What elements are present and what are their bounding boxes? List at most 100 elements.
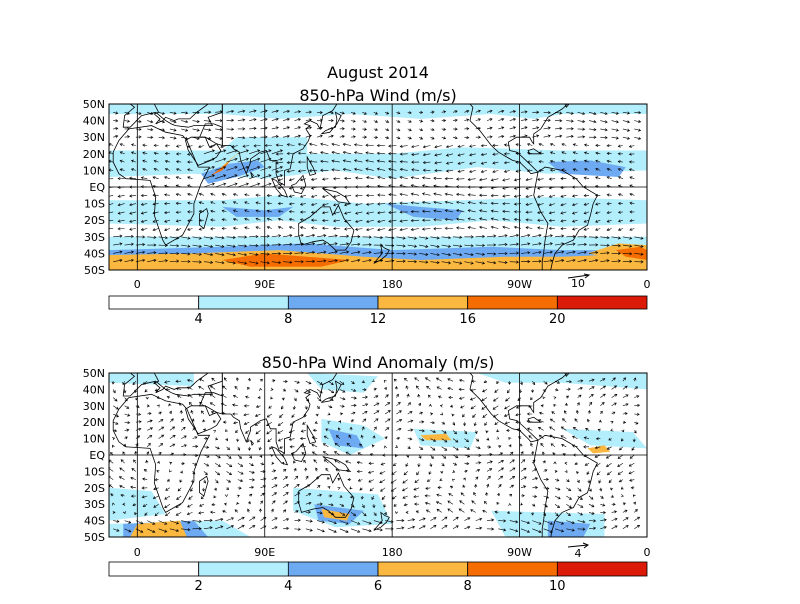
wind-arrow <box>571 227 578 231</box>
wind-arrow <box>294 492 301 497</box>
wind-arrow <box>373 235 384 240</box>
wind-arrow <box>594 446 601 450</box>
wind-arrow <box>564 469 568 473</box>
wind-arrow <box>537 203 544 207</box>
wind-arrow <box>433 176 442 180</box>
wind-arrow <box>152 219 159 223</box>
wind-arrow <box>373 251 384 255</box>
wind-arrow <box>566 242 576 246</box>
wind-arrow <box>117 176 125 181</box>
wind-arrow <box>158 259 168 263</box>
wind-arrow <box>575 409 579 415</box>
wind-arrow <box>479 193 488 197</box>
wind-arrow <box>554 250 565 254</box>
wind-arrow <box>419 260 429 264</box>
wind-arrow <box>576 479 580 484</box>
wind-arrow <box>362 395 368 399</box>
wind-arrow <box>606 228 612 231</box>
wind-arrow <box>595 219 601 223</box>
wind-arrow <box>144 512 148 516</box>
wind-arrow <box>634 395 640 399</box>
wind-arrow <box>112 389 116 394</box>
wind-arrow <box>271 260 282 265</box>
wind-arrow <box>191 479 195 484</box>
wind-arrow <box>244 201 250 205</box>
wind-arrow <box>198 218 204 222</box>
wind-arrow <box>215 454 221 459</box>
wind-arrow <box>267 438 272 443</box>
wind-arrow <box>373 426 377 431</box>
wind-arrow <box>452 422 455 426</box>
wind-arrow <box>394 386 398 390</box>
wind-arrow <box>277 438 284 442</box>
wind-arrow <box>362 250 372 255</box>
wind-arrow <box>532 485 539 490</box>
wind-arrow <box>124 127 131 131</box>
wind-arrow <box>288 226 295 230</box>
wind-arrow <box>213 487 217 492</box>
wind-arrow <box>187 201 193 205</box>
wind-arrow <box>249 235 259 239</box>
wind-arrow <box>362 528 372 533</box>
lon-tick-labels: 0 90E 180 90W 0 <box>134 278 651 291</box>
wind-arrow <box>271 135 279 139</box>
wind-arrow <box>628 168 635 172</box>
wind-arrow <box>379 479 386 483</box>
wind-arrow <box>628 462 635 467</box>
wind-arrow <box>270 387 274 391</box>
wind-arrow <box>226 166 238 171</box>
wind-arrow <box>169 259 180 263</box>
wind-arrow <box>158 434 165 439</box>
wind-arrow <box>234 385 239 390</box>
wind-arrow <box>146 451 150 456</box>
wind-arrow <box>498 467 504 472</box>
wind-arrow <box>305 510 311 514</box>
wind-arrow <box>328 503 334 507</box>
wind-arrow <box>444 209 454 213</box>
wind-arrow <box>112 502 116 506</box>
wind-arrow <box>286 143 295 147</box>
wind-arrow <box>328 119 334 123</box>
wind-arrow <box>611 517 618 521</box>
wind-arrow <box>588 394 594 398</box>
wind-arrow <box>135 111 142 115</box>
wind-arrow <box>181 252 191 256</box>
wind-arrow <box>249 166 261 171</box>
wind-arrow <box>169 469 173 473</box>
wind-arrow <box>509 484 514 489</box>
wind-arrow <box>164 219 170 223</box>
wind-arrow <box>538 427 544 431</box>
wind-arrow <box>166 395 171 399</box>
wind-arrow <box>577 495 583 500</box>
wind-arrow <box>279 413 284 418</box>
shaded-region <box>222 206 294 217</box>
wind-arrow <box>418 136 424 140</box>
wind-arrow <box>255 217 261 221</box>
wind-arrow <box>365 167 374 171</box>
wind-arrow <box>293 467 297 472</box>
wind-arrow <box>630 486 635 490</box>
wind-arrow <box>376 144 386 148</box>
wind-arrow <box>532 528 542 533</box>
wind-arrow <box>532 381 536 386</box>
wind-arrow <box>543 134 551 138</box>
wind-arrow <box>327 412 331 416</box>
wind-arrow <box>441 127 447 131</box>
lon-tick-label: 180 <box>382 546 403 559</box>
wind-arrow <box>498 475 504 480</box>
wind-arrow <box>328 494 333 498</box>
wind-arrow <box>368 479 374 483</box>
wind-arrow <box>351 235 361 239</box>
wind-arrow <box>600 236 610 240</box>
wind-arrow <box>588 519 597 523</box>
wind-arrow <box>302 421 306 425</box>
wind-arrow <box>353 167 363 171</box>
wind-arrow <box>537 226 544 230</box>
wind-arrow <box>445 153 454 157</box>
wind-arrow <box>181 244 191 248</box>
wind-arrow <box>275 152 284 156</box>
wind-arrow <box>572 143 578 147</box>
wind-arrow <box>588 526 597 530</box>
colorbar-segment <box>377 561 469 577</box>
wind-arrow <box>600 495 604 499</box>
